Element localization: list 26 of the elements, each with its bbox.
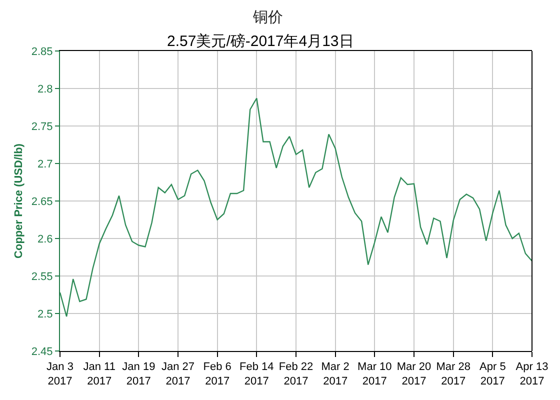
x-tick-label: Jan 11 2017 — [83, 361, 116, 388]
x-tick-label: Jan 3 2017 — [46, 361, 74, 388]
y-tick-label: 2.6 — [38, 233, 53, 246]
chart-title: 铜价 — [252, 9, 283, 26]
x-tick-label: Jan 27 2017 — [161, 361, 195, 388]
y-tick-label: 2.65 — [31, 196, 53, 208]
y-tick-label: 2.5 — [38, 308, 53, 320]
y-tick-label: 2.8 — [38, 83, 53, 96]
y-tick-label: 2.55 — [31, 270, 53, 283]
x-tick-label: Feb 14 2017 — [240, 361, 274, 388]
y-tick-label: 2.85 — [31, 46, 53, 58]
y-tick-label: 2.75 — [31, 120, 53, 133]
line-series — [60, 98, 532, 318]
x-tick-label: Feb 22 2017 — [278, 361, 314, 388]
x-tick-label: Apr 5 2017 — [480, 361, 506, 388]
y-tick-label: 2.45 — [31, 346, 53, 358]
x-tick-label: Mar 20 2017 — [396, 361, 432, 388]
x-tick-label: Mar 2 2017 — [321, 361, 350, 388]
y-tick-label: 2.7 — [38, 158, 53, 170]
x-tick-label: Feb 6 2017 — [203, 361, 232, 388]
x-tick-label: Mar 28 2017 — [436, 361, 470, 388]
x-tick-label: Jan 19 2017 — [122, 361, 156, 388]
x-tick-label: Mar 10 2017 — [358, 361, 392, 388]
x-tick-label: Apr 13 2017 — [516, 361, 548, 388]
chart-subtitle: 2.57美元/磅-2017年4月13日 — [167, 33, 354, 50]
y-axis-title: Copper Price (USD/lb) — [13, 143, 26, 258]
